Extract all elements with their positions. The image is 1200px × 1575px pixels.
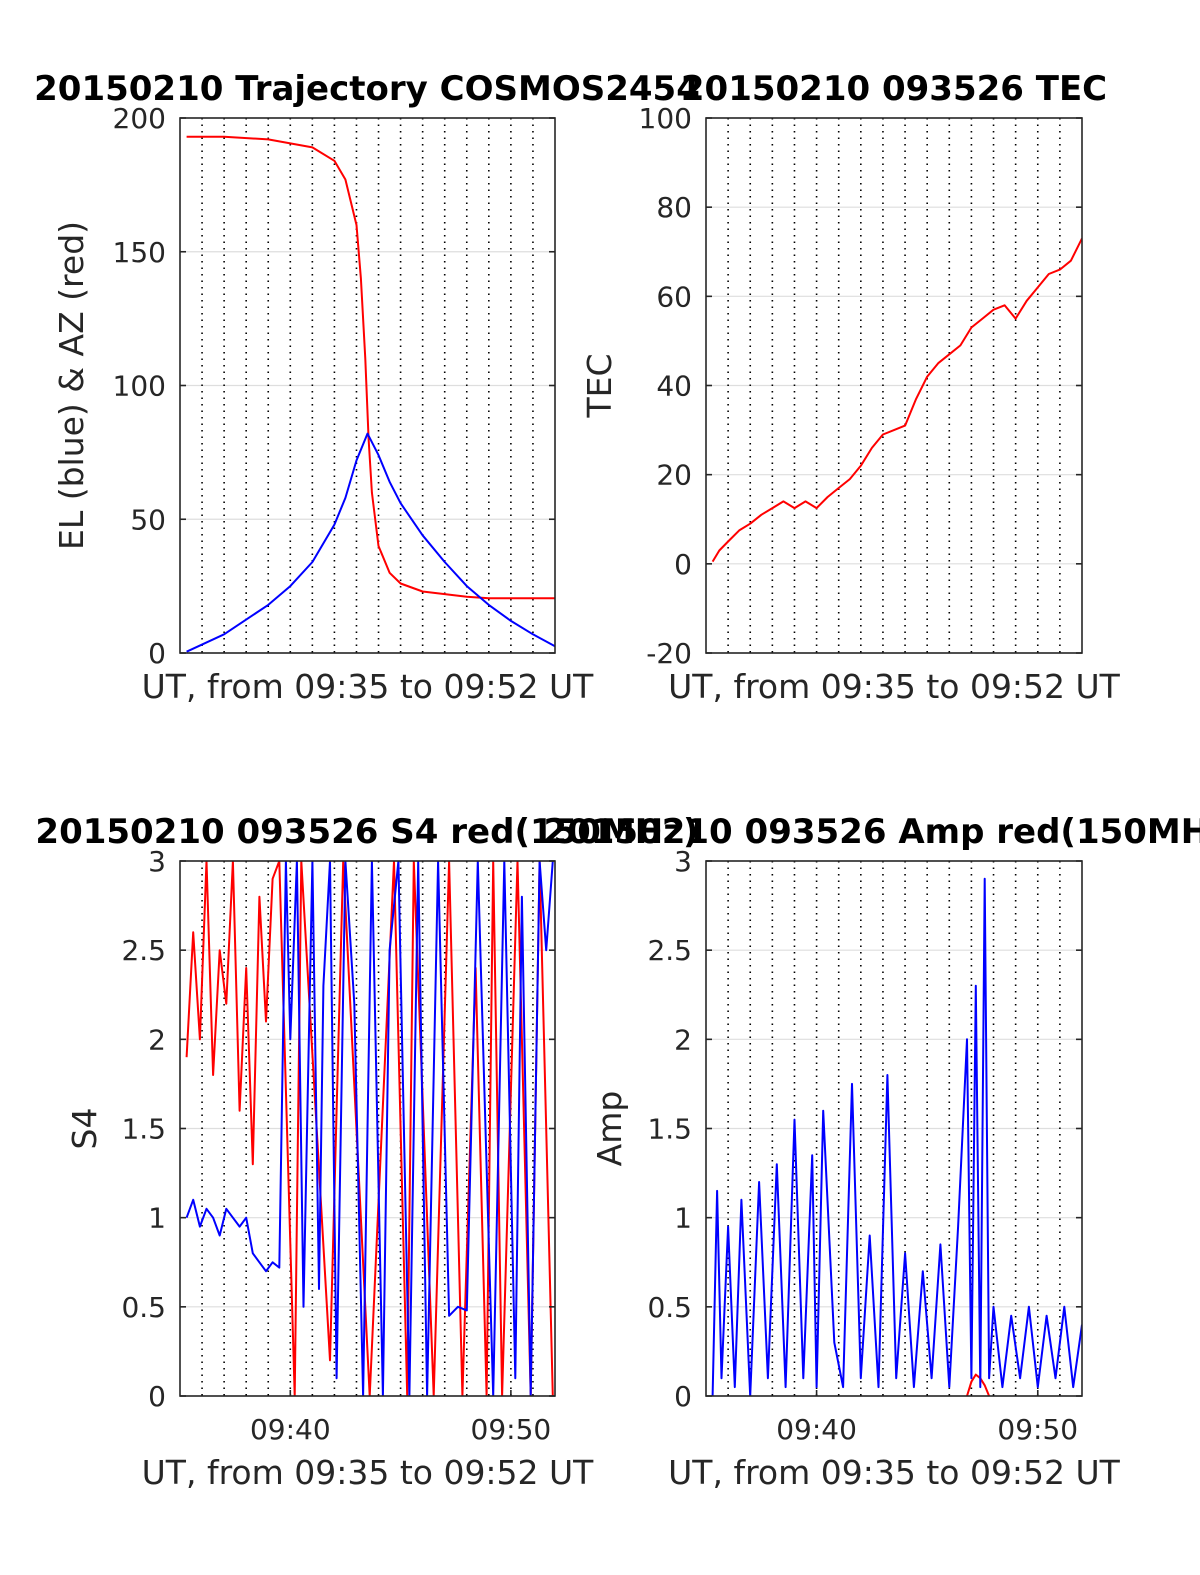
- x-tick-label: 09:40: [250, 1413, 331, 1446]
- x-axis-label: UT, from 09:35 to 09:52 UT: [668, 667, 1121, 706]
- series-line-2: [185, 861, 554, 1396]
- series-line-2: [186, 432, 555, 653]
- y-tick-label: 2: [674, 1023, 692, 1056]
- y-tick-label: 100: [113, 370, 166, 403]
- x-axis-label: UT, from 09:35 to 09:52 UT: [142, 667, 595, 706]
- y-tick-label: 1.5: [121, 1113, 166, 1146]
- y-axis-label: TEC: [580, 353, 619, 418]
- y-tick-label: -20: [646, 637, 692, 670]
- series-line-1: [711, 237, 1082, 563]
- y-tick-label: 50: [130, 503, 166, 536]
- y-axis-label: Amp: [590, 1091, 629, 1167]
- series-group: [185, 861, 554, 1396]
- y-tick-label: 0: [674, 548, 692, 581]
- chart-title: 20150210 093526 TEC: [681, 69, 1107, 109]
- y-tick-label: 100: [639, 102, 692, 135]
- y-tick-label: 1: [148, 1202, 166, 1235]
- chart-panel-4: 0 0.5 1 1.5 2 2.5 3 09:40 09:50 UT, from 09:35 to…: [543, 812, 1200, 1492]
- x-axis-label: UT, from 09:35 to 09:52 UT: [142, 1453, 595, 1492]
- y-tick-label: 150: [113, 236, 166, 269]
- x-tick-label: 09:40: [776, 1413, 857, 1446]
- x-tick-label: 09:50: [471, 1413, 552, 1446]
- y-tick-label: 0.5: [121, 1291, 166, 1324]
- series-line-2: [711, 877, 1082, 1396]
- y-tick-label: 20: [656, 459, 692, 492]
- x-tick-label: 09:50: [997, 1413, 1078, 1446]
- chart-title: 20150210 093526 Amp red(150MHz): [543, 812, 1200, 852]
- chart-title: 20150210 Trajectory COSMOS2454: [34, 69, 700, 109]
- y-tick-label: 3: [674, 845, 692, 878]
- y-tick-label: 2.5: [647, 934, 692, 967]
- y-tick-label: 200: [113, 102, 166, 135]
- y-axis-label: EL (blue) & AZ (red): [52, 221, 91, 550]
- chart-panel-3: 0 0.5 1 1.5 2 2.5 3 09:40 09:50 UT, from 09:35 to…: [35, 812, 698, 1492]
- y-tick-label: 2: [148, 1023, 166, 1056]
- x-axis-label: UT, from 09:35 to 09:52 UT: [668, 1453, 1121, 1492]
- y-tick-label: 2.5: [121, 934, 166, 967]
- y-tick-label: 0: [148, 1380, 166, 1413]
- series-group: [186, 135, 555, 653]
- series-group: [711, 237, 1082, 563]
- y-axis-label: S4: [65, 1108, 104, 1150]
- series-line-1: [966, 1373, 991, 1396]
- y-tick-label: 1.5: [647, 1113, 692, 1146]
- y-tick-label: 40: [656, 370, 692, 403]
- chart-title: 20150210 093526 S4 red(150MHz): [35, 812, 698, 852]
- y-tick-label: 80: [656, 191, 692, 224]
- series-group: [711, 877, 1082, 1396]
- y-tick-label: 3: [148, 845, 166, 878]
- y-tick-label: 0: [148, 637, 166, 670]
- series-line-1: [186, 135, 555, 600]
- y-tick-label: 1: [674, 1202, 692, 1235]
- y-tick-label: 60: [656, 280, 692, 313]
- chart-panel-2: -20 0 20 40 60 80 100 UT, from 09:35 to 09:52 U…: [580, 69, 1121, 706]
- y-tick-label: 0: [674, 1380, 692, 1413]
- y-tick-label: 0.5: [647, 1291, 692, 1324]
